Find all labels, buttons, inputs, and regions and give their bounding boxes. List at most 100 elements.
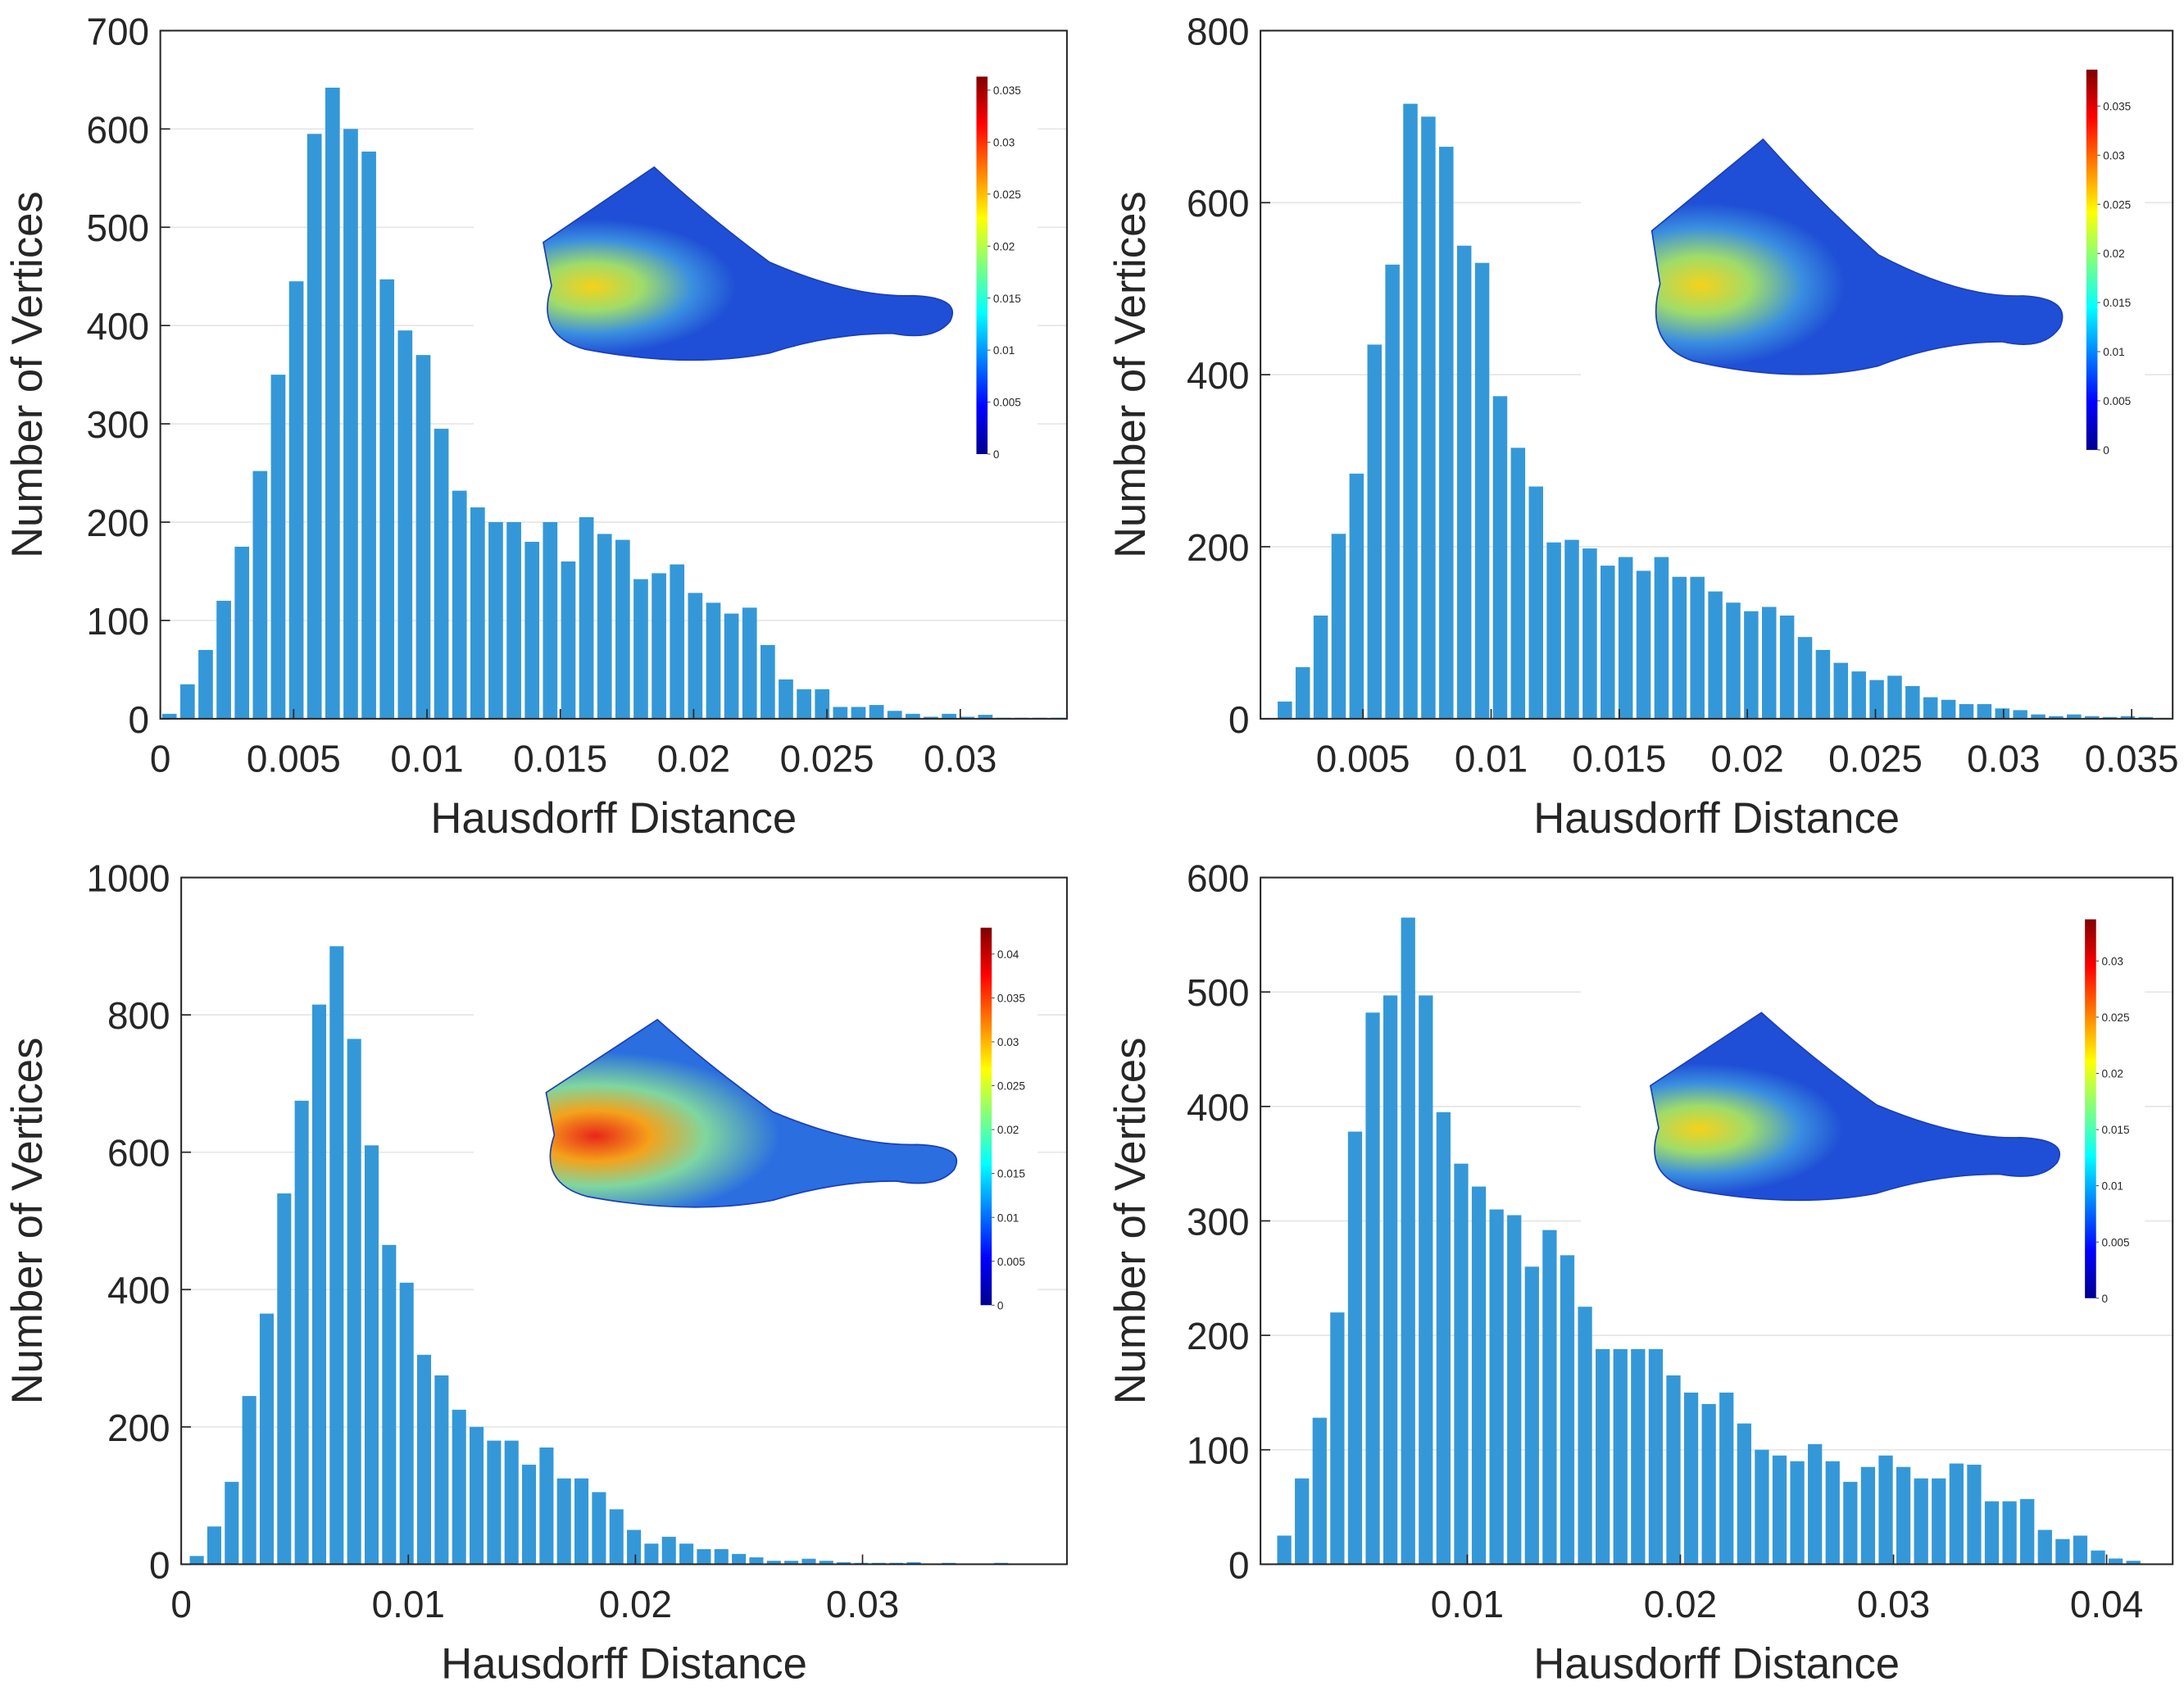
bar	[1456, 245, 1472, 719]
x-tick-label: 0.04	[2070, 1583, 2143, 1625]
bar	[488, 522, 503, 719]
bar	[1596, 1348, 1610, 1565]
bar	[797, 689, 811, 719]
bar	[652, 573, 666, 719]
bar	[2031, 714, 2046, 719]
colorbar-tick-label: 0.03	[997, 1036, 1019, 1048]
x-tick-label: 0.03	[1967, 737, 2040, 780]
y-tick-label: 300	[86, 403, 149, 446]
bar	[1510, 448, 1526, 719]
x-tick-label: 0.015	[513, 737, 607, 780]
bar	[294, 1100, 309, 1565]
bar	[760, 644, 775, 719]
colorbar-tick-label: 0.025	[997, 1080, 1025, 1093]
bar	[1471, 1186, 1487, 1565]
y-axis-label: Number of Vertices	[3, 1038, 52, 1405]
colorbar-tick-label: 0.04	[997, 948, 1019, 961]
bar	[1312, 1417, 1327, 1565]
colorbar-tick-label: 0.025	[2102, 1011, 2130, 1024]
bar	[306, 134, 322, 719]
bar	[522, 1464, 537, 1565]
bar	[1808, 1443, 1823, 1565]
bar	[242, 1396, 257, 1565]
colorbar-tick-label: 0.005	[2103, 395, 2131, 407]
bar	[1860, 1466, 1876, 1565]
bar	[487, 1440, 502, 1565]
bar	[1905, 685, 1920, 719]
bar	[851, 707, 866, 719]
bar	[252, 470, 268, 719]
colorbar-tick-label: 0.025	[2103, 198, 2131, 211]
bar	[1564, 539, 1579, 719]
y-tick-label: 0	[1228, 1543, 1250, 1586]
bar	[2108, 1558, 2123, 1565]
bar	[1367, 344, 1383, 719]
bar	[574, 1478, 589, 1565]
bar	[1347, 1131, 1363, 1565]
y-tick-label: 400	[107, 1269, 170, 1311]
colorbar-tick-label: 0.005	[993, 397, 1021, 409]
bar	[1421, 116, 1436, 719]
y-tick-label: 200	[107, 1407, 170, 1449]
x-tick-label: 0.01	[1455, 737, 1528, 780]
bar	[1815, 649, 1831, 719]
bar	[207, 1526, 221, 1565]
bar	[1772, 1455, 1787, 1565]
y-tick-label: 200	[1187, 526, 1250, 569]
x-tick-label: 0.03	[826, 1583, 899, 1625]
foot-model	[545, 1018, 958, 1208]
bar	[2013, 710, 2027, 719]
bar	[1708, 591, 1723, 719]
bar	[1295, 666, 1310, 719]
bar	[470, 507, 485, 719]
bar	[329, 946, 344, 1565]
colorbar-tick-label: 0.02	[993, 240, 1015, 252]
bar	[609, 1509, 624, 1565]
histogram-panel: 0 100 200 300 400 500 600 0.01 0.02 0.03 0.04 Hausd…	[1106, 857, 2174, 1689]
colorbar-tick-label: 0.02	[2103, 248, 2124, 260]
bar	[539, 1447, 554, 1565]
bar	[2055, 1539, 2070, 1565]
bar	[887, 711, 902, 719]
bar	[506, 522, 521, 719]
bar	[779, 679, 793, 719]
bar	[592, 1492, 606, 1565]
bar	[288, 281, 304, 719]
y-tick-label: 600	[107, 1132, 170, 1175]
y-tick-label: 500	[86, 207, 149, 249]
y-tick-label: 800	[1187, 10, 1250, 52]
bar	[2091, 1550, 2105, 1565]
y-tick-label: 1000	[86, 857, 170, 900]
bar	[724, 613, 739, 719]
bar	[179, 684, 195, 719]
colorbar-tick-label: 0	[2102, 1293, 2109, 1305]
bar	[905, 713, 920, 719]
bar	[1949, 1463, 1964, 1565]
bar	[837, 1561, 851, 1565]
y-tick-label: 700	[86, 10, 149, 52]
bar	[561, 561, 576, 719]
bar	[661, 1536, 676, 1565]
bar	[714, 1548, 729, 1565]
bar	[1672, 576, 1687, 719]
bar	[343, 129, 358, 719]
bar	[978, 715, 993, 719]
bar	[597, 534, 612, 719]
bar	[1613, 1348, 1628, 1565]
x-tick-label: 0.01	[390, 737, 463, 780]
bar	[556, 1478, 571, 1565]
bar	[1701, 1403, 1716, 1565]
x-tick-label: 0.025	[1828, 737, 1923, 780]
bar	[225, 1481, 239, 1565]
bar	[2102, 716, 2118, 719]
bar	[259, 1313, 275, 1565]
y-tick-label: 500	[1187, 971, 1250, 1014]
bar	[543, 522, 558, 719]
foot-model	[1650, 138, 2064, 375]
x-axis-label: Hausdorff Distance	[1533, 1640, 1900, 1689]
bar	[234, 546, 250, 719]
colorbar	[980, 927, 992, 1306]
bar	[1419, 995, 1433, 1565]
bar	[1546, 542, 1561, 719]
y-tick-label: 200	[86, 502, 149, 544]
